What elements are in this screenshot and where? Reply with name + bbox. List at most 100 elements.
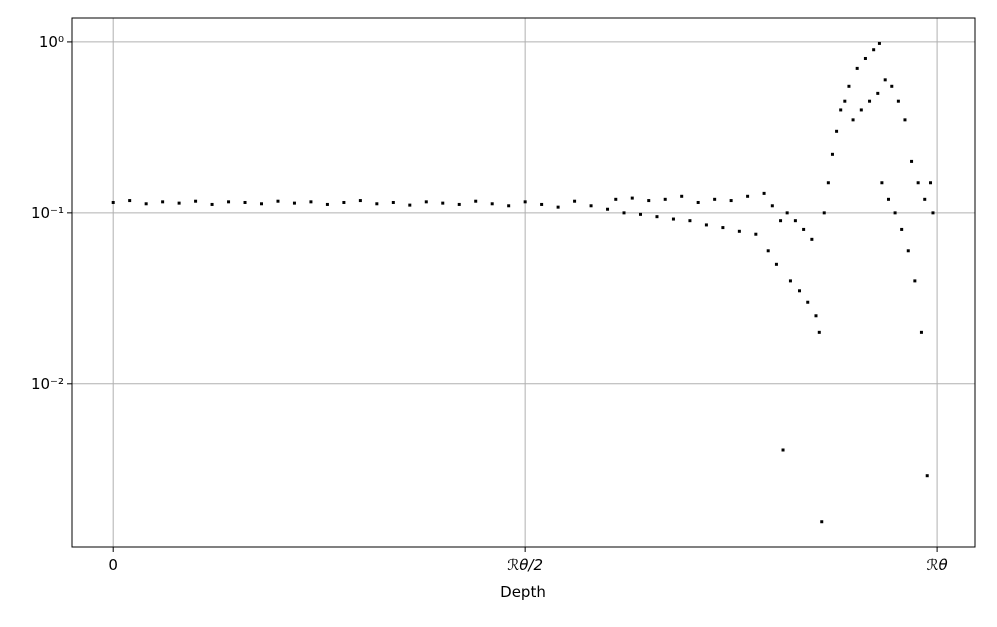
point (868, 99, 872, 103)
point (713, 197, 717, 201)
point (886, 197, 890, 201)
point (835, 129, 839, 133)
point (913, 279, 917, 283)
point (766, 249, 770, 253)
point (309, 200, 313, 204)
point (788, 279, 792, 283)
point (806, 300, 810, 304)
point (810, 237, 814, 241)
point (737, 229, 741, 233)
point (762, 191, 766, 195)
point (523, 200, 527, 204)
point (630, 196, 634, 200)
point (817, 330, 821, 334)
point (830, 152, 834, 156)
point (704, 223, 708, 227)
point (391, 200, 395, 204)
point (671, 217, 675, 221)
point (424, 200, 428, 204)
point (342, 200, 346, 204)
point (923, 197, 927, 201)
point (826, 181, 830, 185)
point (847, 84, 851, 88)
point (785, 211, 789, 215)
point (161, 200, 165, 204)
point (696, 200, 700, 204)
point (490, 202, 494, 206)
x-tick-label: ℛθ/2 (507, 556, 543, 574)
point (457, 202, 461, 206)
point (408, 203, 412, 207)
point (900, 227, 904, 231)
point (770, 204, 774, 208)
y-tick-label: 10⁰ (39, 33, 64, 51)
point (622, 211, 626, 215)
point (375, 202, 379, 206)
point (589, 204, 593, 208)
point (890, 84, 894, 88)
point (814, 314, 818, 318)
point (647, 199, 651, 203)
point (843, 99, 847, 103)
plot-frame (71, 17, 976, 548)
point (573, 199, 577, 203)
point (292, 201, 296, 205)
point (754, 232, 758, 236)
point (729, 199, 733, 203)
point (194, 199, 198, 203)
point (276, 199, 280, 203)
point (925, 474, 929, 478)
point (638, 212, 642, 216)
point (859, 108, 863, 112)
point (779, 219, 783, 223)
point (872, 48, 876, 52)
point (855, 66, 859, 70)
point (243, 200, 247, 204)
point (606, 207, 610, 211)
point (798, 289, 802, 293)
point (877, 41, 881, 45)
point (680, 194, 684, 198)
point (688, 219, 692, 223)
point (663, 197, 667, 201)
point (474, 199, 478, 203)
point (507, 204, 511, 208)
y-tick-label: 10⁻² (31, 375, 64, 393)
point (227, 200, 231, 204)
point (721, 226, 725, 230)
x-axis-label: Depth (500, 583, 546, 601)
point (880, 181, 884, 185)
point (916, 181, 920, 185)
point (793, 219, 797, 223)
point (325, 202, 329, 206)
x-tick-label: ℛθ (927, 556, 948, 574)
y-tick-label: 10⁻¹ (31, 204, 64, 222)
point (906, 249, 910, 253)
point (781, 448, 785, 452)
point (919, 330, 923, 334)
point (863, 56, 867, 60)
point (111, 200, 115, 204)
point (896, 99, 900, 103)
point (128, 199, 132, 203)
point (903, 118, 907, 122)
point (839, 108, 843, 112)
point (655, 215, 659, 219)
point (144, 202, 148, 206)
point (556, 205, 560, 209)
point (614, 197, 618, 201)
point (802, 227, 806, 231)
point (540, 202, 544, 206)
point (822, 211, 826, 215)
point (820, 520, 824, 524)
point (774, 262, 778, 266)
point (893, 211, 897, 215)
point (441, 201, 445, 205)
point (358, 199, 362, 203)
point (929, 181, 933, 185)
x-tick-label: 0 (108, 556, 118, 574)
point (931, 211, 935, 215)
point (746, 194, 750, 198)
point (259, 202, 263, 206)
